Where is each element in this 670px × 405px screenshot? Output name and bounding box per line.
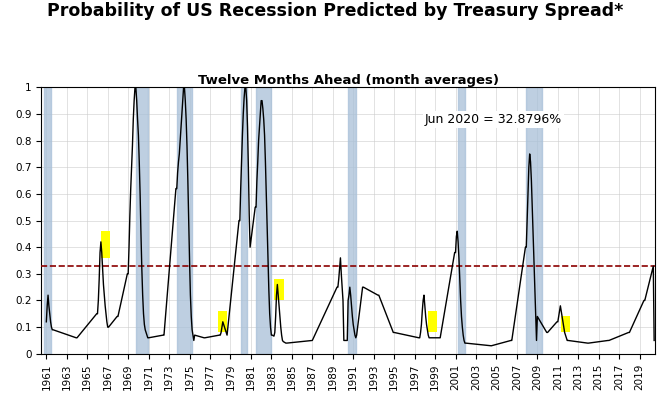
Bar (177, 87, 192, 354)
Bar (458, 87, 465, 354)
Text: Probability of US Recession Predicted by Treasury Spread*: Probability of US Recession Predicted by… (47, 2, 623, 20)
Bar (241, 87, 247, 354)
Bar (561, 316, 570, 333)
Bar (527, 87, 543, 354)
Bar (428, 311, 437, 333)
Bar (256, 87, 271, 354)
Bar (136, 87, 148, 354)
Bar (348, 87, 356, 354)
Bar (100, 231, 110, 258)
Text: Jun 2020 = 32.8796%: Jun 2020 = 32.8796% (425, 113, 562, 126)
Bar (44, 87, 52, 354)
Bar (218, 311, 227, 333)
Title: Twelve Months Ahead (month averages): Twelve Months Ahead (month averages) (198, 75, 498, 87)
Bar (275, 279, 283, 301)
